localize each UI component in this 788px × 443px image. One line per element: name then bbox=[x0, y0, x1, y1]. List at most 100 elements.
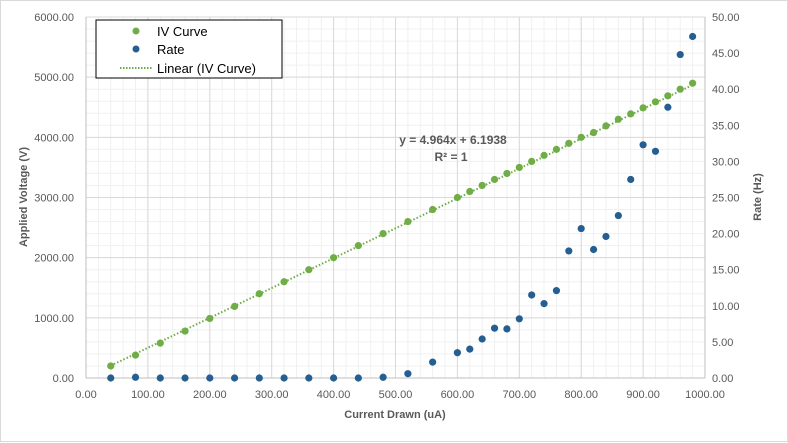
iv-curve-point bbox=[255, 290, 263, 298]
iv-curve-point bbox=[503, 169, 511, 178]
iv-curve-point bbox=[280, 278, 288, 286]
rate-point bbox=[639, 141, 647, 149]
rate-point bbox=[565, 247, 573, 255]
iv-curve-point bbox=[404, 217, 412, 226]
iv-curve-point bbox=[676, 85, 684, 93]
rate-point bbox=[429, 358, 437, 366]
iv-curve-point bbox=[181, 327, 189, 335]
rate-point bbox=[651, 147, 660, 155]
trendline-equation: y = 4.964x + 6.1938 bbox=[399, 133, 507, 147]
rate-point bbox=[230, 374, 239, 382]
rate-point bbox=[354, 374, 362, 382]
x-tick-label: 600.00 bbox=[441, 389, 475, 401]
iv-curve-point bbox=[330, 254, 338, 262]
trendline-layer bbox=[110, 84, 694, 367]
iv-curve-point bbox=[540, 151, 548, 159]
y2-tick-label: 10.00 bbox=[712, 301, 740, 313]
iv-curve-point bbox=[305, 266, 313, 274]
legend-label-rate: Rate bbox=[157, 42, 184, 57]
y2-tick-label: 40.00 bbox=[712, 84, 740, 96]
rate-point bbox=[478, 335, 486, 343]
x-tick-label: 400.00 bbox=[317, 389, 351, 401]
iv-curve-point bbox=[354, 242, 362, 250]
y2-tick-label: 50.00 bbox=[712, 12, 740, 24]
iv-curve-point bbox=[602, 122, 610, 130]
y-tick-label: 2000.00 bbox=[34, 253, 74, 265]
legend-label-iv-curve: IV Curve bbox=[157, 24, 208, 39]
rate-point bbox=[330, 374, 338, 382]
iv-curve-point bbox=[651, 98, 660, 106]
rate-point bbox=[466, 345, 474, 353]
rate-point bbox=[131, 373, 140, 381]
iv-curve-point bbox=[528, 157, 536, 165]
legend-marker-rate bbox=[132, 45, 140, 53]
rate-point bbox=[589, 245, 598, 254]
iv-curve-point bbox=[577, 133, 585, 141]
iv-curve-point bbox=[156, 339, 164, 347]
y2-axis-title: Rate (Hz) bbox=[752, 173, 764, 221]
iv-curve-point bbox=[206, 314, 214, 323]
rate-point bbox=[255, 374, 263, 382]
rate-point bbox=[602, 232, 610, 241]
iv-curve-point bbox=[490, 175, 499, 184]
data-points bbox=[107, 32, 697, 382]
iv-curve-point bbox=[107, 362, 115, 370]
y2-tick-label: 0.00 bbox=[712, 373, 733, 385]
trendline-r2: R² = 1 bbox=[434, 150, 467, 164]
y-tick-label: 3000.00 bbox=[34, 193, 74, 205]
iv-curve-point bbox=[589, 128, 598, 137]
rate-point bbox=[540, 300, 548, 308]
rate-point bbox=[689, 32, 697, 41]
tick-labels: 0.00 100.00 200.00 300.00 400.00 500.00 600.00… bbox=[34, 12, 739, 401]
iv-curve-point bbox=[689, 79, 697, 87]
rate-point bbox=[664, 103, 672, 111]
rate-point bbox=[552, 287, 561, 295]
iv-curve-point bbox=[478, 181, 486, 190]
rate-point bbox=[280, 374, 288, 382]
legend-marker-iv-curve bbox=[132, 27, 140, 35]
iv-curve-point bbox=[453, 193, 461, 202]
rate-point bbox=[528, 291, 536, 299]
iv-curve-point bbox=[627, 110, 635, 118]
y-tick-label: 1000.00 bbox=[34, 313, 74, 325]
y2-tick-label: 25.00 bbox=[712, 193, 740, 205]
iv-curve-point bbox=[614, 115, 622, 123]
x-tick-label: 100.00 bbox=[131, 389, 165, 401]
x-tick-label: 900.00 bbox=[626, 389, 660, 401]
rate-point bbox=[503, 325, 511, 333]
rate-point bbox=[404, 370, 412, 378]
iv-curve-point bbox=[466, 187, 474, 196]
x-tick-label: 200.00 bbox=[193, 389, 227, 401]
x-tick-label: 700.00 bbox=[502, 389, 536, 401]
y2-tick-label: 5.00 bbox=[712, 337, 733, 349]
y2-tick-label: 35.00 bbox=[712, 120, 740, 132]
iv-curve-point bbox=[379, 230, 387, 238]
rate-point bbox=[206, 374, 214, 382]
rate-point bbox=[379, 373, 387, 381]
iv-curve-point bbox=[664, 92, 672, 100]
rate-point bbox=[181, 374, 189, 382]
y2-tick-label: 20.00 bbox=[712, 229, 740, 241]
iv-curve-point bbox=[552, 145, 561, 153]
x-tick-label: 300.00 bbox=[255, 389, 289, 401]
x-tick-label: 1000.00 bbox=[685, 389, 725, 401]
y2-tick-label: 45.00 bbox=[712, 48, 740, 60]
y-tick-label: 4000.00 bbox=[34, 132, 74, 144]
rate-point bbox=[515, 315, 523, 323]
legend-label-trendline: Linear (IV Curve) bbox=[157, 61, 256, 76]
legend: IV Curve Rate Linear (IV Curve) bbox=[95, 19, 283, 79]
rate-point bbox=[156, 374, 164, 382]
y2-tick-label: 30.00 bbox=[712, 156, 740, 168]
y-tick-label: 5000.00 bbox=[34, 72, 74, 84]
y-axis-title: Applied Voltage (V) bbox=[18, 147, 30, 247]
x-tick-label: 500.00 bbox=[379, 389, 413, 401]
rate-point bbox=[490, 324, 499, 332]
axes bbox=[85, 17, 706, 379]
rate-point bbox=[305, 374, 313, 382]
rate-point bbox=[627, 175, 635, 184]
iv-curve-point bbox=[515, 163, 523, 172]
rate-point bbox=[614, 211, 622, 220]
trendline bbox=[110, 84, 694, 367]
rate-point bbox=[676, 50, 684, 59]
